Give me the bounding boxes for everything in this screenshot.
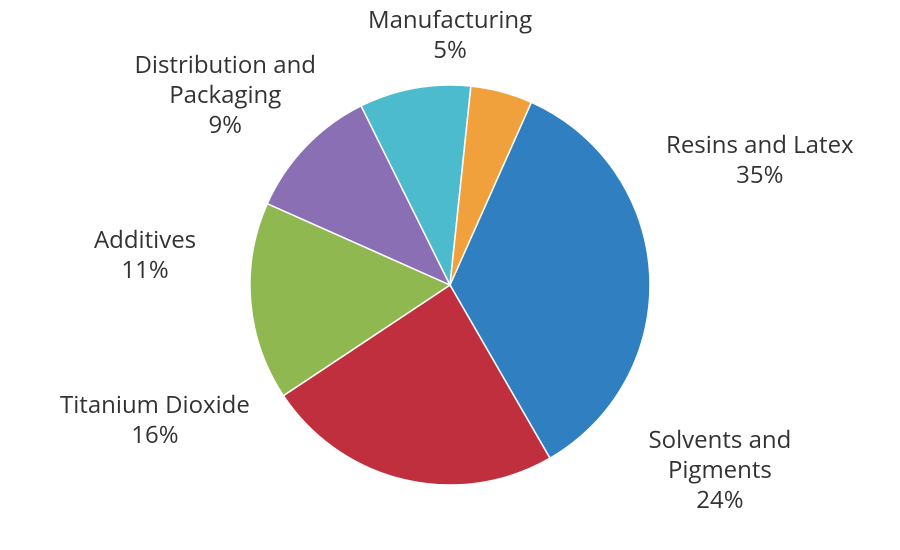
pie-label-manufacturing: Manufacturing5% [368, 5, 532, 65]
pie-chart: Resins and Latex35% Solvents andPigments2… [0, 0, 900, 550]
pie-label-resins-and-latex: Resins and Latex35% [666, 130, 854, 190]
pie-label-additives: Additives11% [94, 225, 196, 285]
pie-label-solvents-and-pigments: Solvents andPigments24% [649, 425, 792, 515]
pie-label-distribution-and-packaging: Distribution andPackaging9% [135, 50, 316, 140]
pie-label-titanium-dioxide: Titanium Dioxide16% [60, 390, 250, 450]
